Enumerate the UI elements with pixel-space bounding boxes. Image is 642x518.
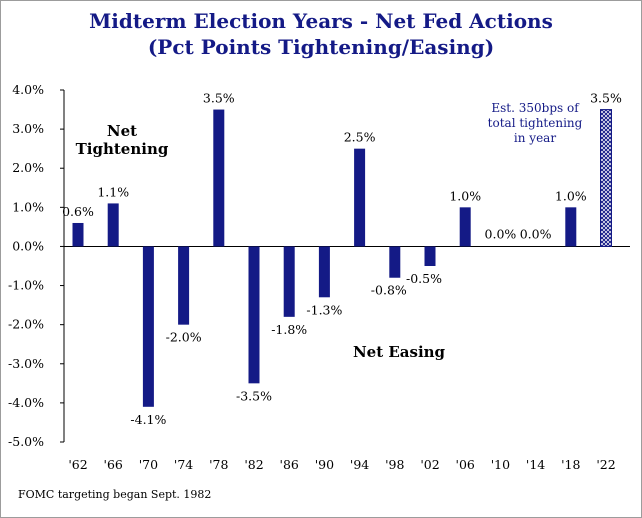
estimate-note-line2: total tightening (488, 116, 583, 130)
data-label: 1.1% (97, 184, 129, 199)
y-tick-label: -5.0% (8, 434, 44, 449)
data-label: -0.5% (406, 271, 442, 286)
x-tick-label: '06 (456, 457, 475, 472)
estimate-note-line1: Est. 350bps of (491, 101, 580, 115)
x-tick-label: '70 (139, 457, 158, 472)
data-label: -1.3% (306, 302, 342, 317)
y-tick-label: -4.0% (8, 395, 44, 410)
bar (354, 148, 366, 247)
bar (107, 203, 119, 247)
bar (72, 222, 84, 247)
x-tick-label: '98 (385, 457, 404, 472)
data-label: 3.5% (203, 91, 235, 106)
data-label: 0.0% (485, 226, 517, 241)
x-tick-label: '14 (526, 457, 545, 472)
data-labels: 0.6%1.1% -4.1% -2.0% 3.5% -3.5% -1.8% -1.3% 2.5… (62, 91, 622, 427)
x-tick-label: '94 (350, 457, 369, 472)
x-tick-label: '82 (244, 457, 263, 472)
data-label: -4.1% (130, 412, 166, 427)
y-tick-label: -2.0% (8, 317, 44, 332)
data-label: -0.8% (371, 283, 407, 298)
x-tick-label: '62 (68, 457, 87, 472)
bar (213, 109, 225, 247)
net-tightening-label: Net (107, 122, 137, 140)
x-tick-label: '22 (596, 457, 615, 472)
estimate-note-line3: in year (514, 131, 556, 145)
x-tick-label: '86 (280, 457, 299, 472)
y-tick-label: 0.0% (12, 238, 44, 253)
x-tick-label: '02 (420, 457, 439, 472)
net-tightening-label-2: Tightening (76, 140, 169, 158)
x-tick-label: '78 (209, 457, 228, 472)
y-tick-label: -3.0% (8, 356, 44, 371)
data-label: 1.0% (555, 188, 587, 203)
y-axis: 4.0% 3.0% 2.0% 1.0% 0.0% -1.0% -2.0% -3.0% -4.0%… (8, 82, 630, 449)
x-tick-label: '10 (491, 457, 510, 472)
bar (178, 246, 190, 325)
net-easing-label: Net Easing (353, 343, 446, 361)
data-label: 0.0% (520, 226, 552, 241)
bar (283, 246, 295, 317)
bar (424, 246, 436, 266)
footnote: FOMC targeting began Sept. 1982 (18, 488, 212, 501)
data-label: -1.8% (271, 322, 307, 337)
y-tick-label: 2.0% (12, 160, 44, 175)
y-tick-label: -1.0% (8, 278, 44, 293)
chart-title-line2: (Pct Points Tightening/Easing) (147, 35, 495, 59)
y-tick-label: 4.0% (12, 82, 44, 97)
bar (142, 246, 154, 407)
x-tick-label: '18 (561, 457, 580, 472)
x-tick-label: '66 (104, 457, 123, 472)
bar (565, 207, 577, 247)
bar (248, 246, 260, 384)
data-label: 3.5% (590, 91, 622, 106)
bar-estimated (600, 109, 612, 247)
y-tick-label: 3.0% (12, 121, 44, 136)
x-axis: '62 '66 '70 '74 '78 '82 '86 '90 '94 '98 '02 '06 '10 '… (68, 457, 615, 472)
bars (72, 109, 612, 407)
bar (389, 246, 401, 278)
y-tick-label: 1.0% (12, 199, 44, 214)
bar (459, 207, 471, 247)
chart-title-line1: Midterm Election Years - Net Fed Actions (89, 9, 553, 33)
data-label: -3.5% (236, 388, 272, 403)
data-label: -2.0% (166, 330, 202, 345)
data-label: 1.0% (449, 188, 481, 203)
data-label: 0.6% (62, 204, 94, 219)
data-label: 2.5% (344, 130, 376, 145)
bar (318, 246, 330, 298)
x-tick-label: '74 (174, 457, 193, 472)
chart-title: Midterm Election Years - Net Fed Actions… (0, 8, 642, 60)
x-tick-label: '90 (315, 457, 334, 472)
